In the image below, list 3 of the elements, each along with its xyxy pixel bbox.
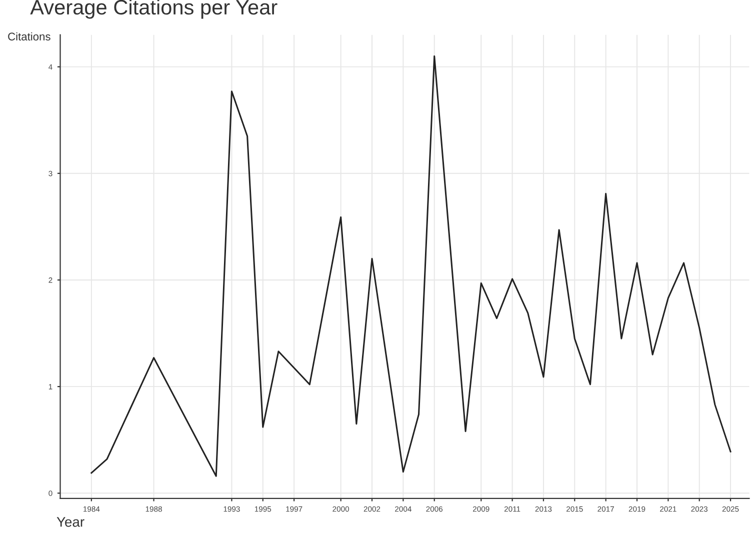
y-axis-title: Citations <box>8 32 50 41</box>
line-series <box>90 55 732 477</box>
x-axis-title: Year <box>56 517 84 527</box>
